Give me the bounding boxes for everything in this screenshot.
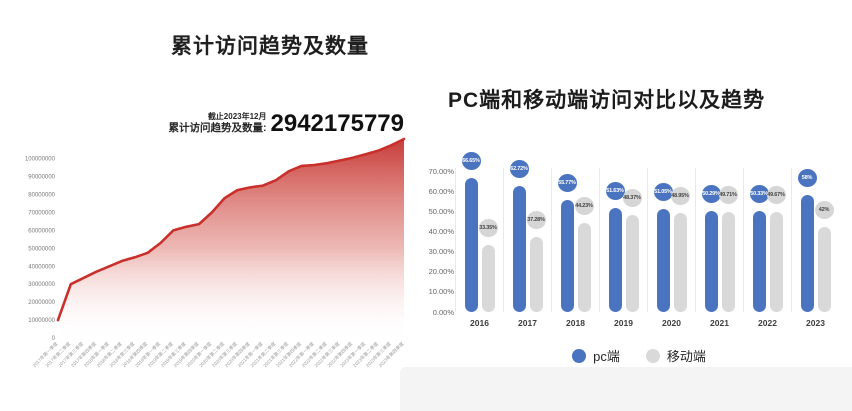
pc-bar-2016[interactable] <box>464 177 478 312</box>
annotation-labels: 截止2023年12月 累计访问趋势及数量: <box>169 112 267 135</box>
year-label-2017: 2017 <box>518 318 537 328</box>
cumulative-visits-panel: 累计访问趋势及数量 截止2023年12月 累计访问趋势及数量: 29421757… <box>25 35 406 369</box>
mobile-bar-2021[interactable] <box>721 211 735 312</box>
mobile-value-balloon-2021: 49.71% <box>718 185 738 204</box>
area-y-tick: 50000000 <box>28 246 55 252</box>
mobile-bar-2019[interactable] <box>625 214 639 312</box>
legend-item-pc[interactable]: pc端 <box>572 346 620 365</box>
mobile-value-balloon-2016: 33.35% <box>478 218 498 237</box>
group-separator <box>550 168 552 312</box>
pc-value-balloon-2023: 58% <box>797 169 817 188</box>
mobile-bar-2023[interactable] <box>817 227 831 312</box>
pc-value-balloon-2018: 55.77% <box>557 173 577 192</box>
mobile-value-balloon-2019: 48.37% <box>622 188 642 207</box>
area-y-tick: 30000000 <box>28 282 55 288</box>
mobile-value-balloon-2022: 49.67% <box>766 185 786 204</box>
year-label-2019: 2019 <box>614 318 633 328</box>
area-y-tick: 10000000 <box>28 318 55 324</box>
area-y-tick: 20000000 <box>28 300 55 306</box>
pc-value-balloon-2022: 50.33% <box>749 184 769 203</box>
bar-y-tick: 20.00% <box>428 267 454 277</box>
pc-value-balloon-2019: 51.63% <box>605 182 625 201</box>
mobile-bar-2020[interactable] <box>673 213 687 312</box>
mobile-value-balloon-2017: 37.28% <box>526 210 546 229</box>
group-separator <box>694 168 696 312</box>
area-series-fill[interactable] <box>58 139 404 338</box>
bar-chart-legend: pc端 移动端 <box>426 346 852 365</box>
year-label-2023: 2023 <box>806 318 825 328</box>
area-series-line[interactable] <box>56 137 406 322</box>
area-y-tick: 80000000 <box>28 193 55 199</box>
bar-y-tick: 30.00% <box>428 247 454 257</box>
bar-y-tick: 40.00% <box>428 226 454 236</box>
cumulative-total-annotation: 截止2023年12月 累计访问趋势及数量: 2942175779 <box>169 110 404 137</box>
group-separator <box>454 168 456 312</box>
legend-item-mobile[interactable]: 移动端 <box>645 346 706 365</box>
mobile-value-balloon-2018: 44.23% <box>574 196 594 215</box>
pc-legend-dot-icon <box>572 348 587 363</box>
pc-legend-label: pc端 <box>593 349 620 364</box>
bar-y-tick: 0.00% <box>432 307 454 317</box>
group-separator <box>646 168 648 312</box>
mobile-bar-2017[interactable] <box>529 236 543 312</box>
group-separator <box>598 168 600 312</box>
pc-value-balloon-2017: 62.72% <box>509 159 529 178</box>
group-separator <box>502 168 504 312</box>
bar-y-tick: 10.00% <box>428 287 454 297</box>
mobile-bar-2016[interactable] <box>481 244 495 312</box>
bar-y-tick: 70.00% <box>428 166 454 176</box>
pc-bar-2017[interactable] <box>512 185 526 312</box>
bar-y-tick: 60.00% <box>428 186 454 196</box>
pc-mobile-panel: PC端和移动端访问对比以及趋势 0.00% 10.00% 20.00% 30.00% 4… <box>426 0 852 411</box>
pc-bar-2023[interactable] <box>800 195 814 312</box>
annotation-date: 截止2023年12月 <box>207 112 267 121</box>
left-chart-title: 累计访问趋势及数量 <box>171 35 369 58</box>
area-y-tick: 0 <box>52 336 56 342</box>
pc-value-balloon-2021: 50.29% <box>701 184 721 203</box>
annotation-label: 累计访问趋势及数量: <box>168 122 267 134</box>
group-separator <box>742 168 744 312</box>
pc-bar-2018[interactable] <box>560 199 574 312</box>
cumulative-total-value: 2942175779 <box>270 110 404 137</box>
area-y-tick: 100000000 <box>25 157 56 163</box>
mobile-value-balloon-2023: 42% <box>814 201 834 220</box>
footer-band <box>400 367 852 411</box>
mobile-bar-2018[interactable] <box>577 222 591 312</box>
mobile-value-balloon-2020: 48.95% <box>670 187 690 206</box>
year-label-2022: 2022 <box>758 318 777 328</box>
area-y-tick: 60000000 <box>28 228 55 234</box>
mobile-bar-2022[interactable] <box>769 211 783 312</box>
year-label-2020: 2020 <box>662 318 681 328</box>
pc-value-balloon-2016: 66.65% <box>461 151 481 170</box>
pc-bar-2022[interactable] <box>752 210 766 312</box>
mobile-legend-dot-icon <box>645 348 660 363</box>
area-y-tick: 90000000 <box>28 175 55 181</box>
area-y-tick: 70000000 <box>28 211 55 217</box>
group-separator <box>790 168 792 312</box>
mobile-legend-label: 移动端 <box>666 349 706 364</box>
pc-value-balloon-2020: 51.05% <box>653 183 673 202</box>
area-y-tick: 40000000 <box>28 264 55 270</box>
area-chart: 0 10000000 20000000 30000000 40000000 5000000… <box>25 137 406 369</box>
bar-y-tick: 50.00% <box>428 206 454 216</box>
year-label-2018: 2018 <box>566 318 585 328</box>
pc-bar-2019[interactable] <box>608 208 622 312</box>
pc-bar-2020[interactable] <box>656 209 670 312</box>
year-label-2016: 2016 <box>470 318 489 328</box>
year-label-2021: 2021 <box>710 318 729 328</box>
right-chart-title: PC端和移动端访问对比以及趋势 <box>448 89 766 112</box>
pc-bar-2021[interactable] <box>704 210 718 312</box>
